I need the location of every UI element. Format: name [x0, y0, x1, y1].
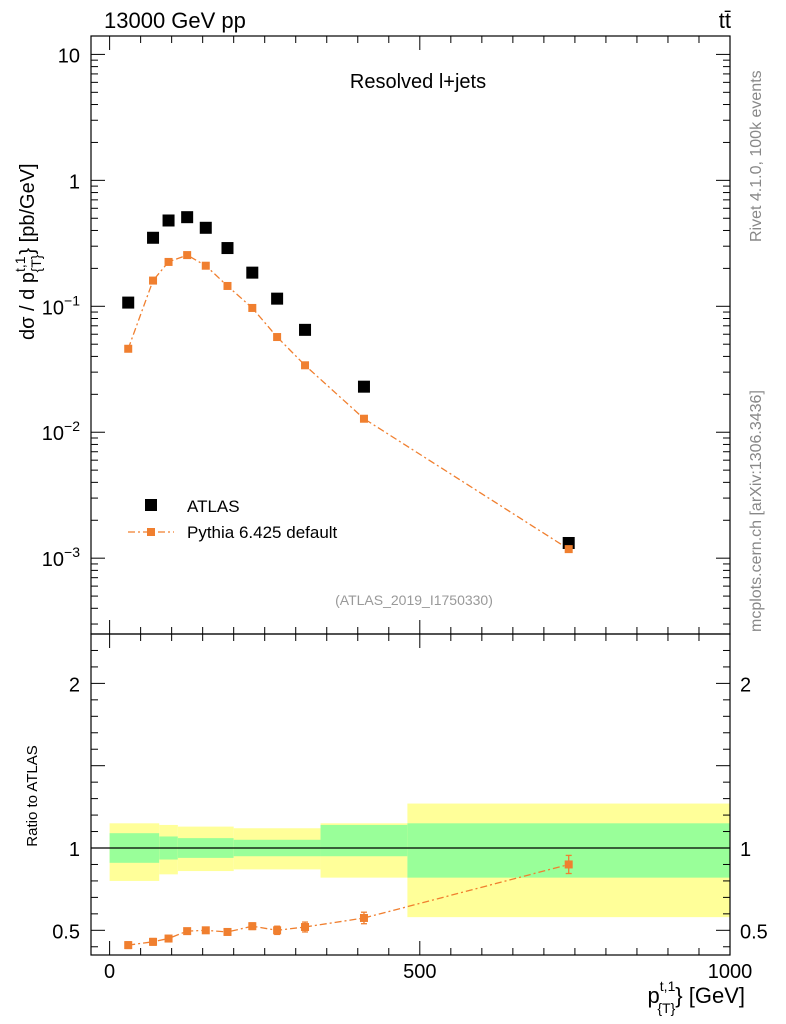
pythia-point: [164, 257, 173, 266]
ratio-y-tick-label: 0.5: [52, 921, 80, 943]
ratio-point: [223, 927, 232, 936]
analysis-tag: (ATLAS_2019_I1750330): [335, 592, 493, 608]
uncertainty-band-inner: [320, 824, 408, 857]
legend-label-atlas: ATLAS: [187, 497, 240, 516]
ratio-y-tick-label: 1: [69, 839, 80, 861]
y-tick-label: 10−2: [42, 418, 80, 445]
ratio-point: [149, 937, 158, 946]
ratio-point: [301, 923, 310, 932]
pythia-point: [183, 251, 192, 260]
y-tick-label: 1: [69, 171, 80, 193]
ratio-point: [248, 922, 257, 931]
pythia-point: [359, 414, 368, 423]
ratio-point: [564, 860, 573, 869]
rivet-version-label: Rivet 4.1.0, 100k events: [748, 70, 765, 242]
main-panel: Resolved l+jets (ATLAS_2019_I1750330) 10…: [12, 35, 731, 635]
energy-label: 13000 GeV pp: [104, 8, 246, 33]
ratio-y-tick-label-right: 0.5: [740, 921, 768, 943]
y-tick-label: 10: [58, 45, 80, 67]
pythia-point: [273, 333, 282, 342]
x-tick-label: 1000: [708, 961, 753, 983]
ratio-point: [273, 926, 282, 935]
pythia-point: [301, 361, 310, 370]
atlas-point: [246, 266, 259, 279]
pythia-point: [201, 261, 210, 270]
ratio-y-tick-label-right: 1: [740, 839, 751, 861]
ratio-point: [201, 926, 210, 935]
legend-label-pythia: Pythia 6.425 default: [187, 523, 338, 542]
ratio-point: [124, 941, 133, 950]
plot-title: Resolved l+jets: [350, 71, 486, 93]
y-tick-label: 10−3: [42, 544, 80, 571]
legend: ATLAS Pythia 6.425 default: [128, 497, 338, 542]
atlas-point: [181, 211, 194, 224]
ratio-frame: [90, 633, 731, 956]
atlas-point: [147, 231, 160, 244]
ratio-y-tick-label-right: 2: [740, 674, 751, 696]
y-axis-label: dσ / d pt,1{T}} [pb/GeV]: [12, 163, 44, 340]
x-tick-label: 0: [104, 961, 115, 983]
ratio-panel: 0.5 0.5 1 1 2 2 0 500 1000 Ratio to ATLAS pt,1 {T…: [24, 633, 768, 1016]
atlas-point: [299, 323, 312, 336]
ratio-y-axis-label: Ratio to ATLAS: [24, 745, 41, 846]
ratio-point: [183, 927, 192, 936]
y-tick-label: 10−1: [42, 292, 80, 319]
mcplots-label: mcplots.cern.ch [arXiv:1306.3436]: [748, 390, 765, 632]
pythia-point: [248, 303, 257, 312]
pythia-point: [149, 276, 158, 285]
process-label: tt̄: [719, 8, 731, 33]
x-tick-label: 500: [403, 961, 436, 983]
pythia-point: [223, 281, 232, 290]
atlas-point: [199, 221, 212, 234]
atlas-point: [162, 214, 175, 227]
ratio-y-tick-label: 2: [69, 674, 80, 696]
pythia-point: [564, 545, 573, 554]
atlas-point: [357, 380, 370, 393]
legend-marker-pythia: [147, 528, 155, 536]
atlas-point: [221, 242, 234, 255]
atlas-point: [122, 296, 135, 309]
ratio-point: [359, 913, 368, 922]
legend-marker-atlas: [145, 499, 157, 511]
atlas-point: [271, 292, 284, 305]
x-axis-label: pt,1 {T}} [GeV]: [648, 978, 745, 1016]
pythia-point: [124, 344, 133, 353]
ratio-point: [164, 934, 173, 943]
